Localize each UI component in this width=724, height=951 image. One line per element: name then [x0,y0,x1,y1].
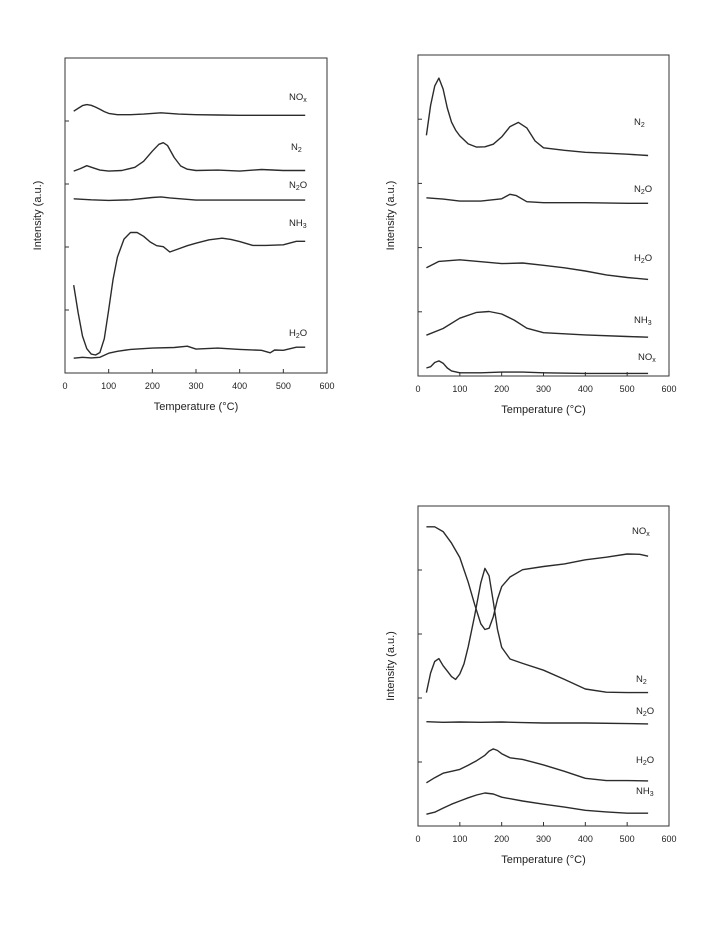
series-label-nh3: NH3 [289,218,307,230]
x-axis-label: Temperature (°C) [501,404,585,416]
series-line-n2o [426,193,649,204]
series-label-h2o: H2O [636,755,654,767]
series-line-h2o [73,345,306,359]
series-line-h2o [426,748,649,784]
x-tick-label: 100 [452,384,467,394]
series-label-h2o: H2O [289,328,307,340]
series-line-n2 [425,77,649,157]
series-label-n2o: N2O [634,184,652,196]
x-axis-label: Temperature (°C) [154,401,238,413]
x-tick-label: 300 [536,834,551,844]
series-label-n2: N2 [291,142,302,154]
series-line-nox [426,526,649,631]
series-label-nh3: NH3 [636,786,654,798]
x-tick-label: 200 [145,381,160,391]
x-tick-label: 600 [319,381,334,391]
series-line-nox [426,360,649,375]
x-axis-label: Temperature (°C) [501,854,585,866]
y-axis-label: Intensity (a.u.) [385,181,397,251]
x-tick-label: 600 [661,384,676,394]
x-tick-label: 500 [620,834,635,844]
x-tick-label: 200 [494,384,509,394]
y-axis-label: Intensity (a.u.) [385,631,397,701]
x-tick-label: 500 [620,384,635,394]
chart-top-left: 0 100 200 300 400 500 600 Temperature (°C) Inten… [32,57,335,413]
series-line-n2o [73,196,306,202]
series-line-nh3 [426,310,649,338]
plot-frame [64,57,328,374]
x-tick-label: 400 [232,381,247,391]
x-tick-label: 300 [536,384,551,394]
series-line-nh3 [426,792,649,815]
series-line-n2o [426,721,649,725]
x-tick-label: 0 [415,384,420,394]
x-tick-label: 400 [578,384,593,394]
series-line-n2 [73,142,306,172]
y-axis-label: Intensity (a.u.) [32,181,44,251]
series-label-nox: NOx [632,526,650,538]
series-line-h2o [426,259,649,281]
series-label-nh3: NH3 [634,315,652,327]
x-tick-label: 600 [661,834,676,844]
chart-bottom-right: 0 100 200 300 400 500 600 Temperature (°C) Inten… [385,505,677,866]
x-tick-label: 100 [452,834,467,844]
series-line-nox [73,103,306,116]
series-line-nh3 [73,231,306,356]
x-tick-label: 0 [415,834,420,844]
chart-top-right: 0 100 200 300 400 500 600 Temperature (°C) Inten… [385,54,677,416]
x-tick-label: 500 [276,381,291,391]
series-label-n2: N2 [634,117,645,129]
x-tick-label: 0 [62,381,67,391]
series-label-nox: NOx [638,352,656,364]
x-tick-label: 300 [188,381,203,391]
x-tick-label: 100 [101,381,116,391]
series-line-n2 [425,567,649,694]
series-label-n2o: N2O [636,706,654,718]
series-label-h2o: H2O [634,253,652,265]
x-tick-label: 200 [494,834,509,844]
plot-frame [417,54,670,377]
series-label-n2: N2 [636,674,647,686]
x-tick-label: 400 [578,834,593,844]
series-label-nox: NOx [289,92,307,104]
series-label-n2o: N2O [289,180,307,192]
